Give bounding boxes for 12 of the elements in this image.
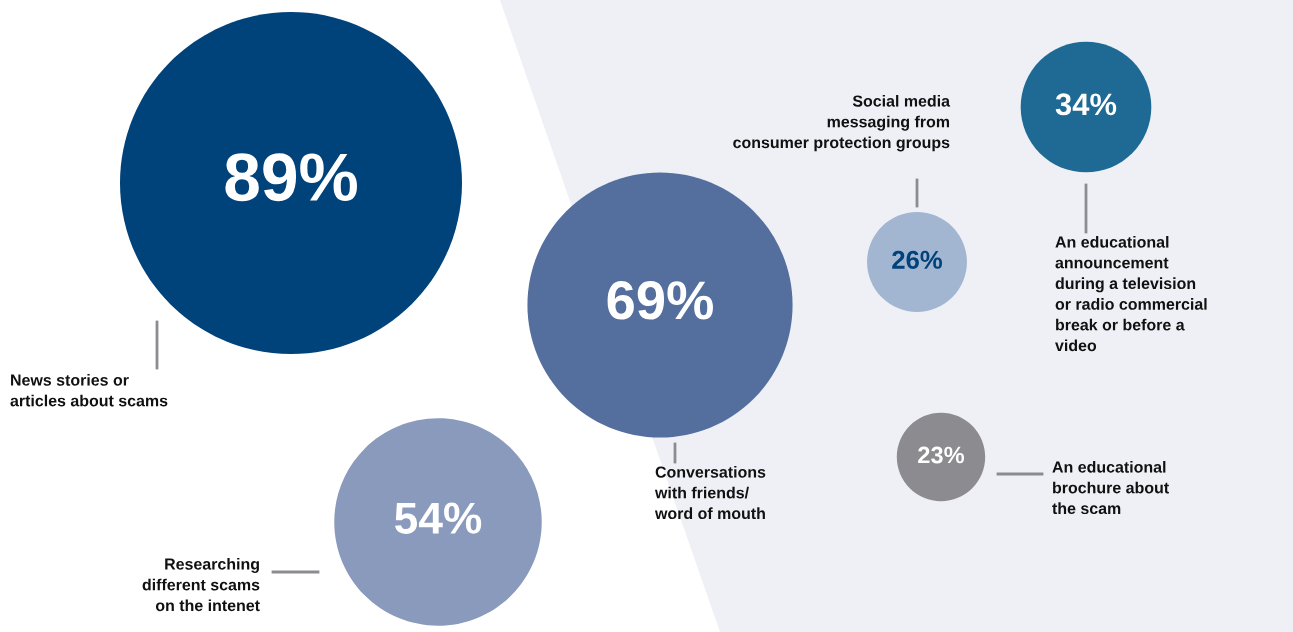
category-label: An educational brochure about the scam: [1052, 461, 1169, 515]
data-label: 89%: [225, 153, 357, 202]
data-label: 26%: [892, 250, 943, 269]
category-label: Social media messaging from consumer protection groups: [733, 95, 951, 152]
data-label: 54%: [394, 502, 482, 534]
data-label: 34%: [1055, 93, 1117, 116]
category-label: Conversations with friends/ word of mouth: [654, 466, 766, 520]
data-label: 69%: [607, 281, 713, 320]
category-label: An educational announcement during a television or radio commercial break or before a video: [1055, 236, 1207, 352]
category-label: News stories or articles about scams: [10, 374, 168, 407]
data-label: 23%: [918, 446, 965, 464]
category-label: Researching different scams on the intenet: [142, 558, 260, 612]
